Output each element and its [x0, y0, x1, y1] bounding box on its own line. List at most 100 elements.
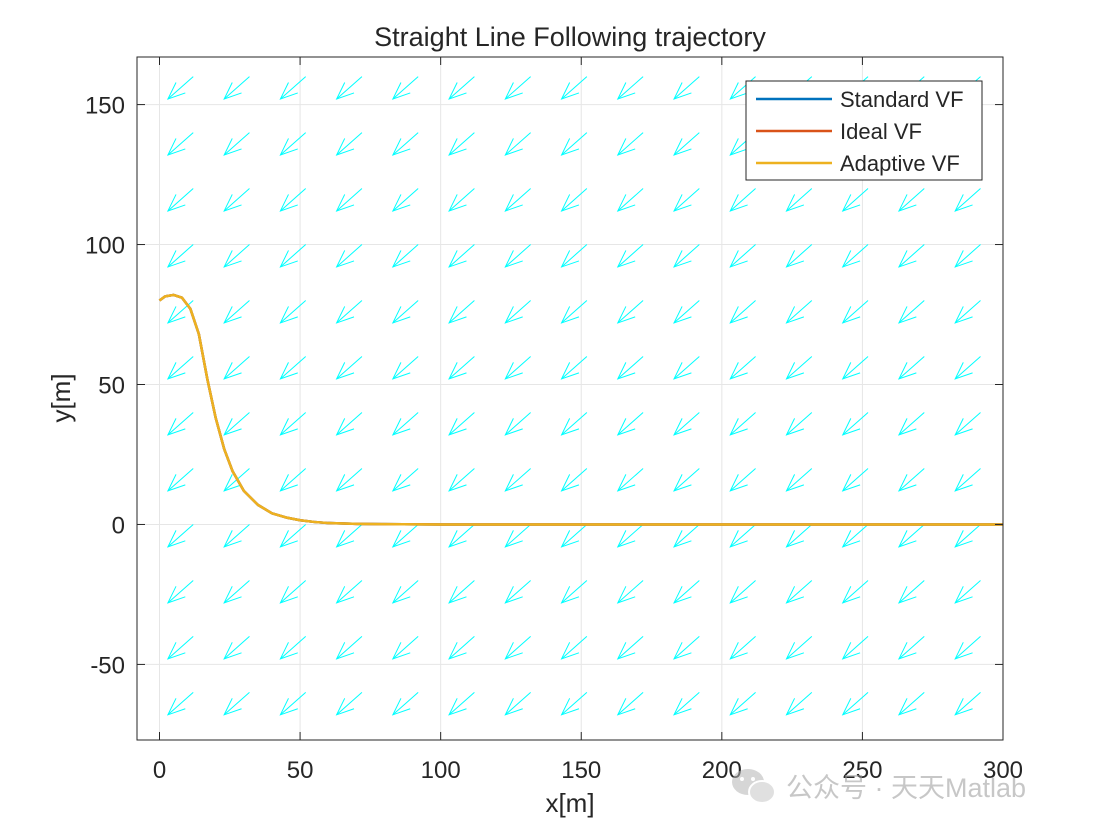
arrow-shaft [954, 636, 981, 660]
arrow-shaft [617, 692, 644, 716]
vector-arrow [841, 356, 869, 380]
legend-label: Ideal VF [840, 119, 922, 144]
vector-arrow [391, 356, 419, 380]
vector-arrow [897, 468, 925, 492]
vector-arrow [560, 76, 588, 100]
arrow-shaft [842, 244, 869, 268]
vector-arrow [560, 524, 588, 548]
arrow-shaft [223, 132, 250, 156]
arrow-shaft [786, 580, 813, 604]
arrow-shaft [617, 636, 644, 660]
arrow-shaft [167, 244, 194, 268]
vector-arrow [729, 468, 756, 492]
arrow-shaft [280, 412, 307, 436]
arrow-shaft [786, 692, 813, 716]
arrow-shaft [392, 412, 419, 436]
vector-arrow [841, 468, 869, 492]
vector-arrow [166, 580, 194, 604]
arrow-head [841, 418, 861, 436]
arrow-head [897, 362, 917, 380]
arrow-head [954, 418, 973, 436]
arrow-shaft [842, 580, 869, 604]
arrow-head [279, 138, 298, 156]
vector-arrow [223, 580, 250, 604]
vector-arrow [335, 188, 363, 212]
arrow-head [673, 306, 692, 324]
vector-arrow [954, 692, 981, 716]
arrow-head [279, 82, 298, 100]
arrow-shaft [167, 188, 194, 212]
arrow-shaft [954, 356, 981, 380]
arrow-shaft [504, 468, 531, 492]
legend-label: Standard VF [840, 87, 964, 112]
arrow-head [391, 138, 411, 156]
arrow-head [223, 586, 242, 604]
arrow-head [504, 138, 523, 156]
trajectory-lines [158, 293, 1003, 526]
arrow-head [223, 474, 242, 492]
vector-arrow [504, 692, 531, 716]
vector-arrow [279, 524, 307, 548]
arrow-head [616, 250, 636, 268]
arrow-head [897, 586, 917, 604]
arrow-head [279, 306, 298, 324]
arrow-head [166, 306, 186, 324]
arrow-shaft [167, 356, 194, 380]
arrow-head [504, 418, 523, 436]
chart-title: Straight Line Following trajectory [374, 22, 766, 52]
vector-arrow [616, 468, 644, 492]
vector-arrow [954, 468, 981, 492]
vector-arrow [616, 356, 644, 380]
vector-arrow [391, 300, 419, 324]
arrow-head [391, 250, 411, 268]
arrow-shaft [673, 580, 700, 604]
vector-arrow [504, 636, 531, 660]
arrow-head [785, 698, 805, 716]
arrow-shaft [336, 524, 363, 548]
arrow-shaft [392, 468, 419, 492]
vector-arrow [729, 636, 756, 660]
arrow-shaft [504, 524, 531, 548]
vector-arrow [391, 76, 419, 100]
vector-arrow [504, 524, 531, 548]
vector-arrow [223, 244, 250, 268]
arrow-head [897, 194, 917, 212]
arrow-head [335, 250, 355, 268]
x-tick-label: 100 [421, 757, 461, 784]
arrow-shaft [898, 524, 925, 548]
arrow-shaft [729, 356, 756, 380]
arrow-shaft [729, 188, 756, 212]
arrow-head [560, 642, 580, 660]
arrow-shaft [786, 468, 813, 492]
x-tick-label: 150 [561, 757, 601, 784]
arrow-shaft [898, 692, 925, 716]
arrow-shaft [729, 244, 756, 268]
series-line [158, 293, 1003, 526]
vector-arrow [504, 300, 531, 324]
arrow-shaft [223, 412, 250, 436]
x-tick-label: 300 [983, 757, 1023, 784]
vector-arrow [279, 636, 307, 660]
vector-arrow [448, 468, 475, 492]
arrow-shaft [167, 692, 194, 716]
arrow-head [616, 82, 636, 100]
arrow-head [504, 642, 523, 660]
vector-arrow [279, 300, 307, 324]
wechat-logo-icon [732, 769, 776, 804]
arrow-head [223, 362, 242, 380]
arrow-head [673, 418, 692, 436]
arrow-head [391, 82, 411, 100]
arrow-shaft [448, 692, 475, 716]
arrow-head [897, 306, 917, 324]
vector-arrow [785, 636, 813, 660]
vector-arrow [616, 132, 644, 156]
arrow-shaft [786, 300, 813, 324]
arrow-head [729, 82, 748, 100]
arrow-shaft [280, 636, 307, 660]
vector-arrow [785, 580, 813, 604]
vector-arrow [335, 580, 363, 604]
arrow-shaft [392, 76, 419, 100]
arrow-head [448, 586, 467, 604]
vector-arrow [897, 244, 925, 268]
